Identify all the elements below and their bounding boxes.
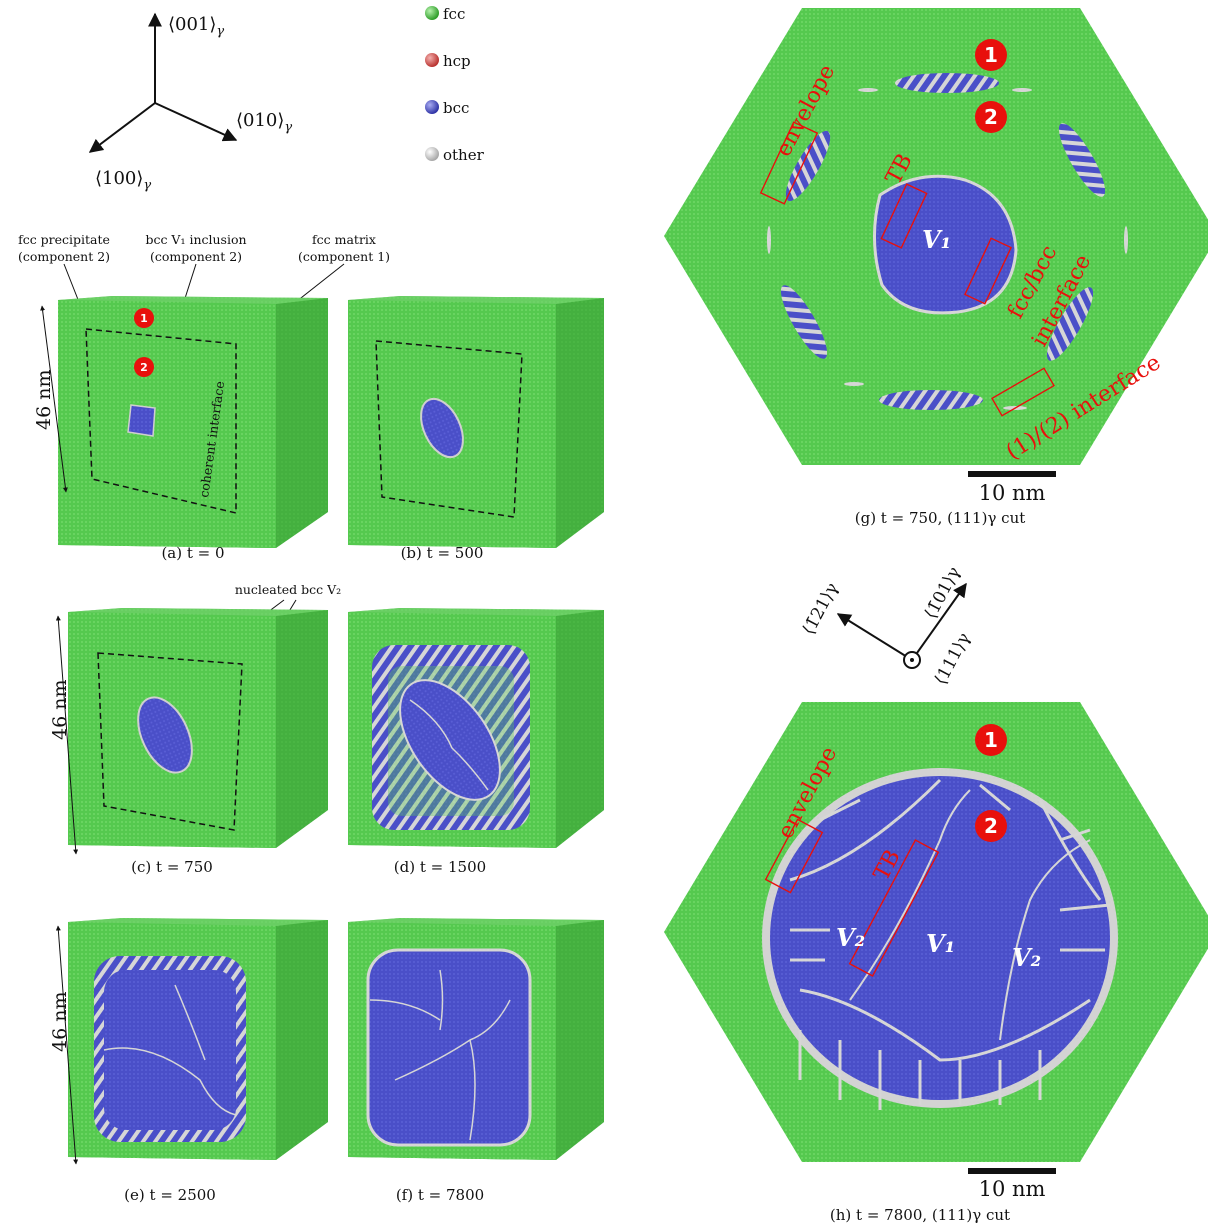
scale-label-g: 10 nm <box>979 481 1046 505</box>
caption-d: (d) t = 1500 <box>394 858 486 876</box>
precipitate-label-line2: (component 2) <box>18 249 110 264</box>
panel-c: 46 nm (c) t = 750 <box>49 608 328 876</box>
marker-g1: 1 <box>984 43 998 67</box>
legend-swatch-fcc <box>425 6 439 20</box>
inclusion-label-line1: bcc V₁ inclusion <box>145 232 246 247</box>
marker-2: 2 <box>140 361 148 374</box>
panel-d: (d) t = 1500 <box>348 608 604 876</box>
legend-label-other: other <box>443 146 485 164</box>
legend-label-fcc: fcc <box>443 5 465 23</box>
axis-101-label: ⟨1̄01⟩γ <box>921 564 965 623</box>
size-label-c: 46 nm <box>49 680 71 740</box>
panel-a: 1 2 coherent interface 46 nm (a) t = 0 <box>33 296 328 562</box>
v1-label-h: V₁ <box>926 929 955 958</box>
panel-h: 1 2 envelope TB V₂ V₁ V₂ 10 nm (h) t = 7… <box>664 702 1208 1224</box>
axis-111-label: ⟨111⟩γ <box>931 630 975 689</box>
legend-label-bcc: bcc <box>443 99 469 117</box>
axis-010-label: ⟨010⟩γ <box>236 110 292 135</box>
marker-h2: 2 <box>984 814 998 838</box>
matrix-label-line1: fcc matrix <box>312 232 376 247</box>
caption-b: (b) t = 500 <box>401 544 484 562</box>
caption-a: (a) t = 0 <box>161 544 224 562</box>
legend-label-hcp: hcp <box>443 52 471 70</box>
legend-swatch-hcp <box>425 53 439 67</box>
axes-111: ⟨1̄21⟩γ ⟨1̄01⟩γ ⟨111⟩γ <box>799 564 975 689</box>
size-label-e: 46 nm <box>49 992 71 1052</box>
phase-legend: fcc hcp bcc other <box>425 5 485 164</box>
axis-100-label: ⟨100⟩γ <box>95 168 151 193</box>
axis-001-label: ⟨001⟩γ <box>168 14 224 39</box>
marker-g2: 2 <box>984 105 998 129</box>
nucleated-label: nucleated bcc V₂ <box>235 582 341 597</box>
axes-3d: ⟨001⟩γ ⟨010⟩γ ⟨100⟩γ <box>88 12 292 193</box>
panel-b: (b) t = 500 <box>348 296 604 562</box>
caption-g: (g) t = 750, (111)γ cut <box>855 509 1026 527</box>
v2-label-right: V₂ <box>1012 943 1041 972</box>
panel-f: (f) t = 7800 <box>348 918 604 1204</box>
v1-label-g: V₁ <box>922 225 951 254</box>
panel-g: 1 2 envelope TB V₁ fcc/bcc interface (1)… <box>664 8 1208 527</box>
inclusion-label-line2: (component 2) <box>150 249 242 264</box>
legend-swatch-bcc <box>425 100 439 114</box>
axis-121-label: ⟨1̄21⟩γ <box>799 580 843 639</box>
caption-f: (f) t = 7800 <box>396 1186 484 1204</box>
caption-e: (e) t = 2500 <box>124 1186 216 1204</box>
matrix-label-line2: (component 1) <box>298 249 390 264</box>
size-label-a: 46 nm <box>33 370 55 430</box>
v2-label-left: V₂ <box>836 923 865 952</box>
marker-h1: 1 <box>984 728 998 752</box>
legend-swatch-other <box>425 147 439 161</box>
marker-1: 1 <box>140 312 148 325</box>
panel-e: 46 nm (e) t = 2500 <box>49 918 328 1204</box>
caption-h: (h) t = 7800, (111)γ cut <box>830 1206 1010 1224</box>
precipitate-label-line1: fcc precipitate <box>18 232 110 247</box>
caption-c: (c) t = 750 <box>131 858 213 876</box>
scale-label-h: 10 nm <box>979 1177 1046 1201</box>
